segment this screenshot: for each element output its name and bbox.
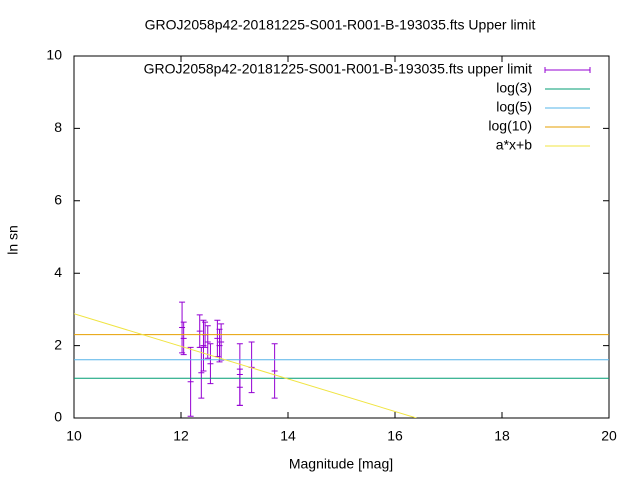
x-tick-label: 20 xyxy=(601,428,617,444)
legend-label: GROJ2058p42-20181225-S001-R001-B-193035.… xyxy=(144,61,532,77)
error-bar xyxy=(214,319,221,357)
x-tick-label: 12 xyxy=(173,428,189,444)
legend-swatch xyxy=(544,67,591,73)
y-tick-label: 4 xyxy=(54,264,62,280)
line xyxy=(74,313,417,418)
chart-title: GROJ2058p42-20181225-S001-R001-B-193035.… xyxy=(145,17,536,33)
y-axis-label: ln sn xyxy=(5,225,21,255)
y-tick-label: 10 xyxy=(46,47,62,63)
legend-label: a*x+b xyxy=(496,137,532,153)
plot-border xyxy=(73,55,610,419)
x-tick-label: 18 xyxy=(494,428,510,444)
error-bar xyxy=(236,368,243,406)
y-tick-label: 2 xyxy=(54,336,62,352)
error-bar xyxy=(204,325,211,359)
error-bar xyxy=(180,321,187,356)
error-bar xyxy=(207,343,214,385)
error-bar xyxy=(196,314,203,348)
y-tick-label: 8 xyxy=(54,119,62,135)
x-tick-label: 16 xyxy=(387,428,403,444)
error-bar xyxy=(271,343,278,399)
error-bar xyxy=(179,301,186,354)
error-bar xyxy=(198,346,205,399)
y-tick-label: 6 xyxy=(54,192,62,208)
x-tick-label: 10 xyxy=(66,428,82,444)
y-tick-label: 0 xyxy=(54,409,62,425)
x-tick-label: 14 xyxy=(280,428,296,444)
error-bar xyxy=(200,319,207,372)
x-axis-label: Magnitude [mag] xyxy=(289,456,393,472)
error-bar xyxy=(216,328,223,363)
legend-label: log(3) xyxy=(496,80,532,96)
error-bar xyxy=(187,346,194,417)
legend-label: log(5) xyxy=(496,99,532,115)
legend-label: log(10) xyxy=(488,118,532,134)
